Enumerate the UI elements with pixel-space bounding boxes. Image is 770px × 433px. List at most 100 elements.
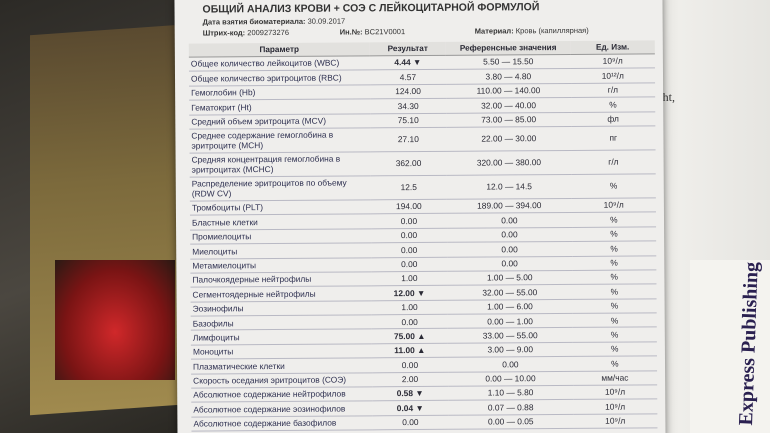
parameter: Абсолютное содержание эозинофилов	[191, 401, 373, 417]
parameter: Промиелоциты	[190, 228, 371, 245]
result: 0.00	[370, 228, 448, 243]
unit: 10⁹/л	[570, 53, 655, 69]
result-value: 4.44	[394, 57, 411, 68]
unit: фл	[570, 111, 656, 127]
result: 75.10	[370, 112, 447, 128]
label: Дата взятия биоматериала:	[202, 16, 306, 27]
parameter: Миелоциты	[190, 242, 372, 259]
reference-range: 32.00 — 55.00	[447, 284, 573, 300]
reference-range: 0.00	[447, 241, 572, 257]
unit: 10⁹/л	[571, 197, 656, 213]
result: 0.00	[372, 415, 449, 431]
unit: пг	[570, 125, 656, 151]
reference-range: 320.00 — 380.00	[446, 150, 572, 176]
unit: %	[572, 312, 657, 328]
column-header: Референсные значения	[445, 40, 571, 56]
result-value: 124.00	[395, 86, 421, 97]
reference-range: 189.00 — 394.00	[446, 198, 572, 214]
result-row: Распределение эритроцитов по объему (RDW…	[189, 173, 656, 202]
value: Кровь (капиллярная)	[515, 25, 589, 36]
parameter: Тромбоциты (PLT)	[189, 199, 371, 216]
parameter: Средняя концентрация гемоглобина в эритр…	[189, 151, 371, 178]
result: 1.00	[371, 299, 448, 315]
result: 75.00 ▲	[371, 328, 448, 344]
result-flag: ▼	[415, 402, 424, 413]
table-body: Общее количество лейкоцитов (WBC) 4.44 ▼ 5…	[188, 53, 658, 432]
unit: 10¹²/л	[570, 68, 656, 84]
result: 12.5	[370, 175, 447, 200]
unit: %	[571, 255, 657, 271]
reference-range: 0.00 — 1.00	[447, 313, 573, 329]
unit: %	[571, 173, 656, 199]
result: 0.04 ▼	[372, 400, 449, 416]
book-page	[690, 260, 770, 433]
results-table: Параметр Результат Референсные значения …	[188, 40, 658, 432]
unit: %	[571, 212, 657, 228]
result-value: 12.5	[400, 182, 417, 193]
result-value: 34.30	[397, 100, 419, 111]
unit: г/л	[571, 149, 656, 175]
reference-range: 0.00	[448, 356, 573, 372]
unit: %	[572, 341, 657, 357]
result-row: Средняя концентрация гемоглобина в эритр…	[189, 149, 656, 178]
label: Ин.№:	[339, 27, 363, 37]
result: 0.00	[370, 242, 448, 258]
result-row: Среднее содержание гемоглобина в эритроц…	[189, 125, 656, 154]
result: 1.00	[371, 271, 448, 287]
reference-range: 73.00 — 85.00	[446, 112, 571, 128]
parameter: Гематокрит (Ht)	[189, 99, 371, 115]
column-header: Параметр	[188, 42, 370, 58]
id-line: Ин.№: BC21V0001	[340, 27, 405, 36]
reference-range: 12.0 — 14.5	[446, 174, 572, 200]
reference-range: 0.00	[447, 255, 572, 272]
reference-range: 1.10 — 5.80	[448, 385, 573, 401]
parameter: Абсолютное содержание нейтрофилов	[191, 386, 373, 403]
result: 0.58 ▼	[371, 386, 449, 402]
result-row: Абсолютное содержание базофилов 0.00 0.00 …	[191, 413, 658, 432]
result: 0.00	[371, 314, 448, 330]
result: 2.00	[371, 371, 449, 387]
result-value: 0.00	[401, 359, 419, 370]
reference-range: 5.50 — 15.50	[445, 54, 571, 70]
result-value: 0.58	[396, 388, 414, 399]
parameter: Абсолютное содержание базофилов	[191, 415, 373, 432]
reference-range: 0.07 — 0.88	[448, 399, 573, 416]
unit: мм/час	[572, 370, 658, 386]
parameter: Эозинофилы	[190, 300, 372, 317]
parameter: Лимфоциты	[190, 329, 372, 345]
result-flag: ▼	[412, 57, 422, 68]
barcode-line: Штрих-код: 2009273276	[203, 28, 289, 38]
unit: 10⁹/л	[572, 399, 658, 415]
value: 30.09.2017	[307, 16, 346, 26]
result: 0.00	[371, 357, 449, 373]
lab-report: ОБЩИЙ АНАЛИЗ КРОВИ + СОЭ С ЛЕЙКОЦИТАРНОЙ…	[174, 0, 666, 433]
result-flag: ▼	[416, 287, 426, 298]
column-header: Ед. Изм.	[570, 40, 655, 55]
unit: %	[572, 356, 658, 372]
reference-range: 3.80 — 4.80	[446, 68, 571, 85]
result: 362.00	[370, 151, 447, 176]
reference-range: 0.00 — 0.05	[448, 414, 574, 430]
result-value: 1.00	[401, 302, 418, 313]
result-value: 0.00	[401, 258, 418, 270]
result-value: 0.00	[400, 230, 418, 241]
result: 0.00	[371, 256, 448, 272]
result-value: 0.00	[400, 215, 418, 226]
unit: %	[572, 284, 657, 300]
unit: %	[572, 298, 657, 314]
parameter: Среднее содержание гемоглобина в эритроц…	[189, 127, 371, 154]
result-value: 362.00	[395, 158, 422, 169]
parameter: Средний объем эритроцита (MCV)	[189, 113, 371, 130]
reference-range: 22.00 — 30.00	[446, 126, 572, 152]
unit: 10⁹/л	[572, 384, 658, 400]
result-value: 4.57	[399, 71, 417, 82]
result-value: 27.10	[397, 134, 419, 145]
reference-range: 3.00 — 9.00	[447, 342, 573, 358]
result: 11.00 ▲	[371, 343, 449, 359]
result: 4.44 ▼	[369, 55, 447, 71]
result-value: 194.00	[395, 201, 422, 212]
result-value: 0.00	[402, 417, 419, 428]
reference-range: 0.00	[447, 227, 572, 243]
result: 194.00	[370, 199, 448, 215]
parameter: Плазматические клетки	[190, 358, 372, 374]
